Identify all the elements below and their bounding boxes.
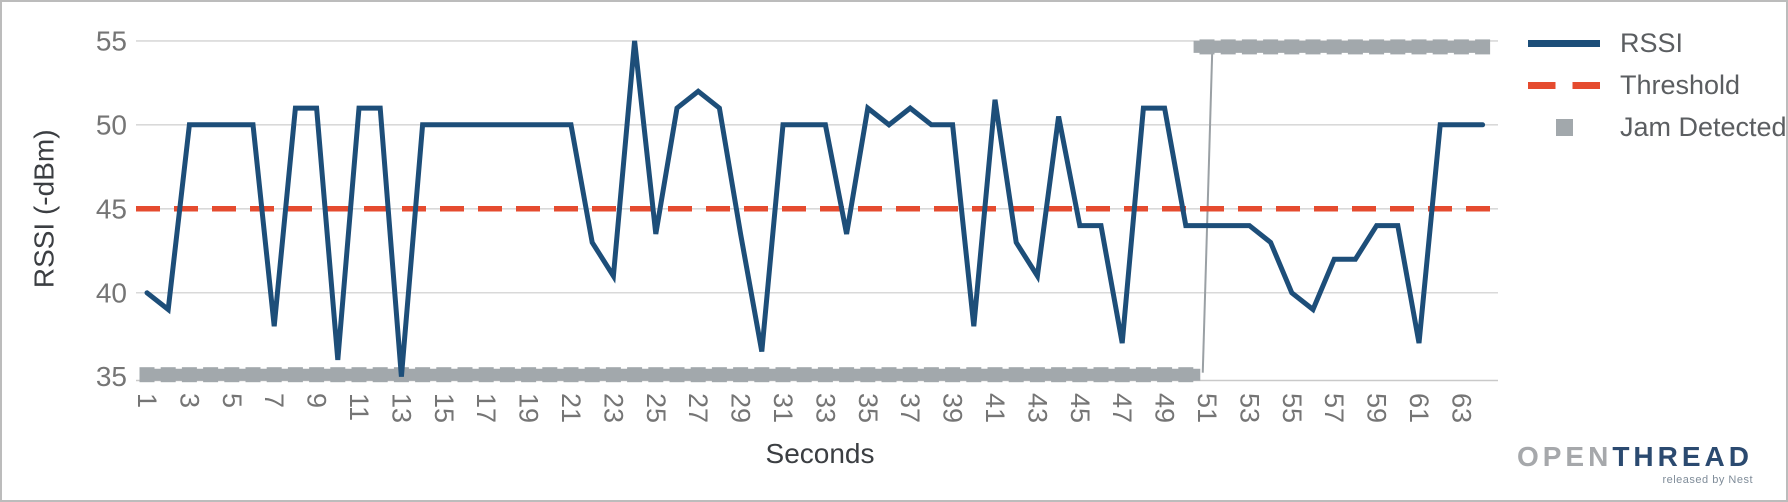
openthread-wordmark: OPENTHREAD [1517, 443, 1753, 471]
y-tick-label-55: 55 [96, 25, 127, 56]
x-tick-label-51: 51 [1192, 393, 1222, 423]
legend-item-jam-detected: Jam Detected [1528, 106, 1786, 148]
rssi-line [144, 40, 1486, 377]
openthread-logo: OPENTHREAD released by Nest [1517, 443, 1753, 486]
legend-label-threshold: Threshold [1620, 69, 1741, 100]
x-tick-label-15: 15 [429, 393, 459, 423]
x-tick-label-23: 23 [598, 393, 628, 423]
x-tick-label-35: 35 [853, 393, 883, 423]
x-tick-label-63: 63 [1446, 393, 1476, 423]
jam-square-swatch [1528, 118, 1600, 136]
x-tick-label-55: 55 [1277, 393, 1307, 423]
x-tick-label-33: 33 [810, 393, 840, 423]
x-tick-label-31: 31 [768, 393, 798, 423]
jam-square-markers [139, 39, 1491, 383]
x-tick-label-7: 7 [259, 393, 289, 408]
x-tick-label-27: 27 [683, 393, 713, 423]
x-tick-label-43: 43 [1022, 393, 1052, 423]
chart-legend: RSSI Threshold Jam Detected [1528, 22, 1786, 148]
x-axis-title: Seconds [765, 438, 875, 469]
logo-released-by-nest: released by Nest [1662, 474, 1753, 486]
logo-open-text: OPEN [1516, 441, 1613, 472]
legend-item-threshold: Threshold [1528, 64, 1778, 106]
x-tick-label-53: 53 [1234, 393, 1264, 423]
x-tick-label-19: 19 [514, 393, 544, 423]
x-tick-label-39: 39 [938, 393, 968, 423]
y-tick-label-50: 50 [96, 109, 127, 140]
x-tick-label-1: 1 [132, 393, 162, 408]
legend-label-rssi: RSSI [1620, 27, 1684, 58]
x-tick-label-61: 61 [1404, 393, 1434, 423]
x-tick-label-29: 29 [726, 393, 756, 423]
legend-item-rssi: RSSI [1528, 22, 1778, 64]
logo-thread-text: THREAD [1612, 441, 1753, 472]
legend-label-jam-detected: Jam Detected [1620, 111, 1787, 142]
x-tick-label-17: 17 [471, 393, 501, 423]
x-tick-label-9: 9 [302, 393, 332, 408]
x-tick-label-49: 49 [1150, 393, 1180, 423]
y-axis-title: RSSI (-dBm) [29, 129, 60, 288]
x-tick-label-59: 59 [1362, 393, 1392, 423]
x-tick-label-21: 21 [556, 393, 586, 423]
x-tick-label-3: 3 [174, 393, 204, 408]
x-tick-label-45: 45 [1065, 393, 1095, 423]
x-tick-label-57: 57 [1319, 393, 1349, 423]
x-tick-label-5: 5 [217, 393, 247, 408]
x-tick-label-41: 41 [980, 393, 1010, 423]
x-tick-label-37: 37 [895, 393, 925, 423]
x-tick-label-47: 47 [1107, 393, 1137, 423]
y-tick-label-45: 45 [96, 193, 127, 224]
x-tick-label-25: 25 [641, 393, 671, 423]
x-tick-label-11: 11 [344, 393, 374, 421]
threshold-dash-swatch [1528, 81, 1600, 89]
rssi-line-swatch [1528, 39, 1600, 47]
y-tick-label-35: 35 [96, 361, 127, 392]
x-tick-label-13: 13 [386, 393, 416, 423]
y-tick-label-40: 40 [96, 277, 127, 308]
